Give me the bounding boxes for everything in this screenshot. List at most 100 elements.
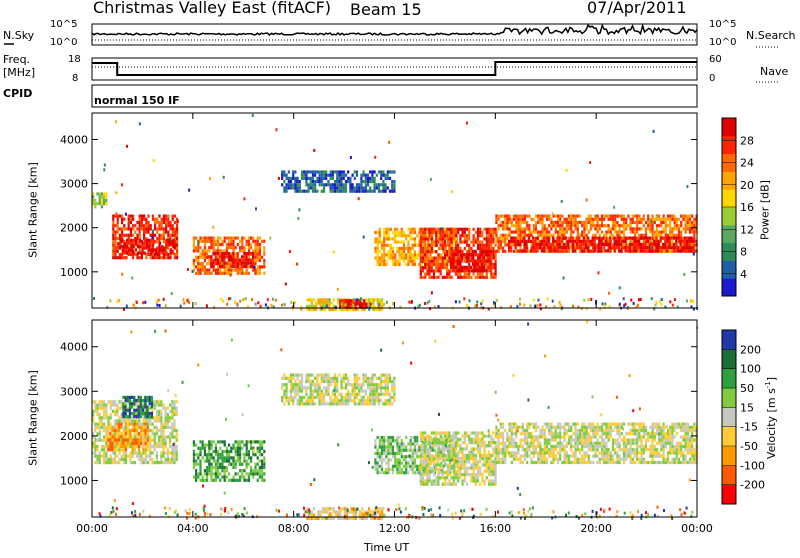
power-cell [509,215,511,218]
power-cell [464,276,466,279]
velocity-cell [151,429,153,432]
power-cell [517,224,519,227]
power-cell [504,215,506,218]
power-cell [592,234,594,237]
power-cell [360,297,362,300]
power-cell [405,253,407,256]
power-cell [572,215,574,218]
velocity-cell [107,416,109,419]
power-cell [314,170,316,173]
power-cell [666,249,668,252]
power-cell [685,227,687,230]
velocity-cell [110,461,112,464]
velocity-cell [112,439,114,442]
power-cell [350,156,352,159]
power-cell [219,243,221,246]
power-cell [427,241,429,244]
velocity-cell [259,460,261,463]
velocity-cell [399,462,401,465]
cpid-panel-frame [92,85,697,107]
power-cell [533,224,535,227]
power-cell [539,221,541,224]
power-cell [114,247,116,250]
power-cell [498,247,500,250]
power-cell [241,237,243,240]
power-cell [239,240,241,243]
power-cell [228,252,230,255]
power-cell [654,218,656,221]
velocity-cell [230,479,232,482]
velocity-cell [235,447,237,450]
velocity-cell [320,510,322,513]
power-cell [672,304,674,307]
power-cell [374,156,376,159]
power-cell [599,218,601,221]
velocity-cell [401,471,403,474]
power-cell [204,256,206,259]
velocity-cell [120,442,122,445]
velocity-cell [156,451,158,454]
velocity-cell [195,476,197,479]
velocity-cell [144,405,146,408]
power-cell [99,202,101,205]
power-cell [374,257,376,260]
power-cell [660,250,662,253]
power-cell [199,256,201,259]
power-cell [420,250,422,253]
velocity-cell [215,453,217,456]
velocity-cell [176,451,178,454]
power-cell [603,224,605,227]
power-cell [334,190,336,193]
power-cell [490,256,492,259]
power-cell [237,258,239,261]
power-cell [401,253,403,256]
velocity-cell [412,436,414,439]
power-cell [239,258,241,261]
power-cell [586,234,588,237]
power-cell [226,269,228,272]
power-cell [284,303,286,306]
velocity-cell [109,442,111,445]
power-cell [594,218,596,221]
velocity-cell [235,440,237,443]
power-cell [379,231,381,234]
power-cell [407,241,409,244]
power-cell [649,224,651,227]
power-cell [581,243,583,246]
velocity-cell [193,456,195,459]
power-cell [433,269,435,272]
velocity-cell [232,447,234,450]
power-cell [647,215,649,218]
power-cell [463,297,465,300]
velocity-cell [136,455,138,458]
power-cell [524,234,526,237]
power-cell [334,170,336,173]
power-cell [644,246,646,249]
power-cell [197,246,199,249]
power-cell [193,249,195,252]
velocity-cell [123,426,125,429]
power-cell [598,271,600,274]
velocity-cell [94,448,96,451]
velocity-cell [239,479,241,482]
power-cell [495,269,497,272]
power-cell [464,234,466,237]
power-cell [586,221,588,224]
power-cell [640,298,642,301]
velocity-cell [127,442,129,445]
velocity-cell [213,450,215,453]
power-cell [167,234,169,237]
power-cell [163,234,165,237]
velocity-cell [131,429,133,432]
velocity-cell [193,476,195,479]
velocity-cell [158,442,160,445]
velocity-cell [435,476,437,479]
power-cell [495,234,497,237]
power-cell [680,231,682,234]
power-cell [435,260,437,263]
power-cell [394,237,396,240]
velocity-cell [110,416,112,419]
power-cell [522,218,524,221]
velocity-cell [437,447,439,450]
velocity-cell [241,447,243,450]
